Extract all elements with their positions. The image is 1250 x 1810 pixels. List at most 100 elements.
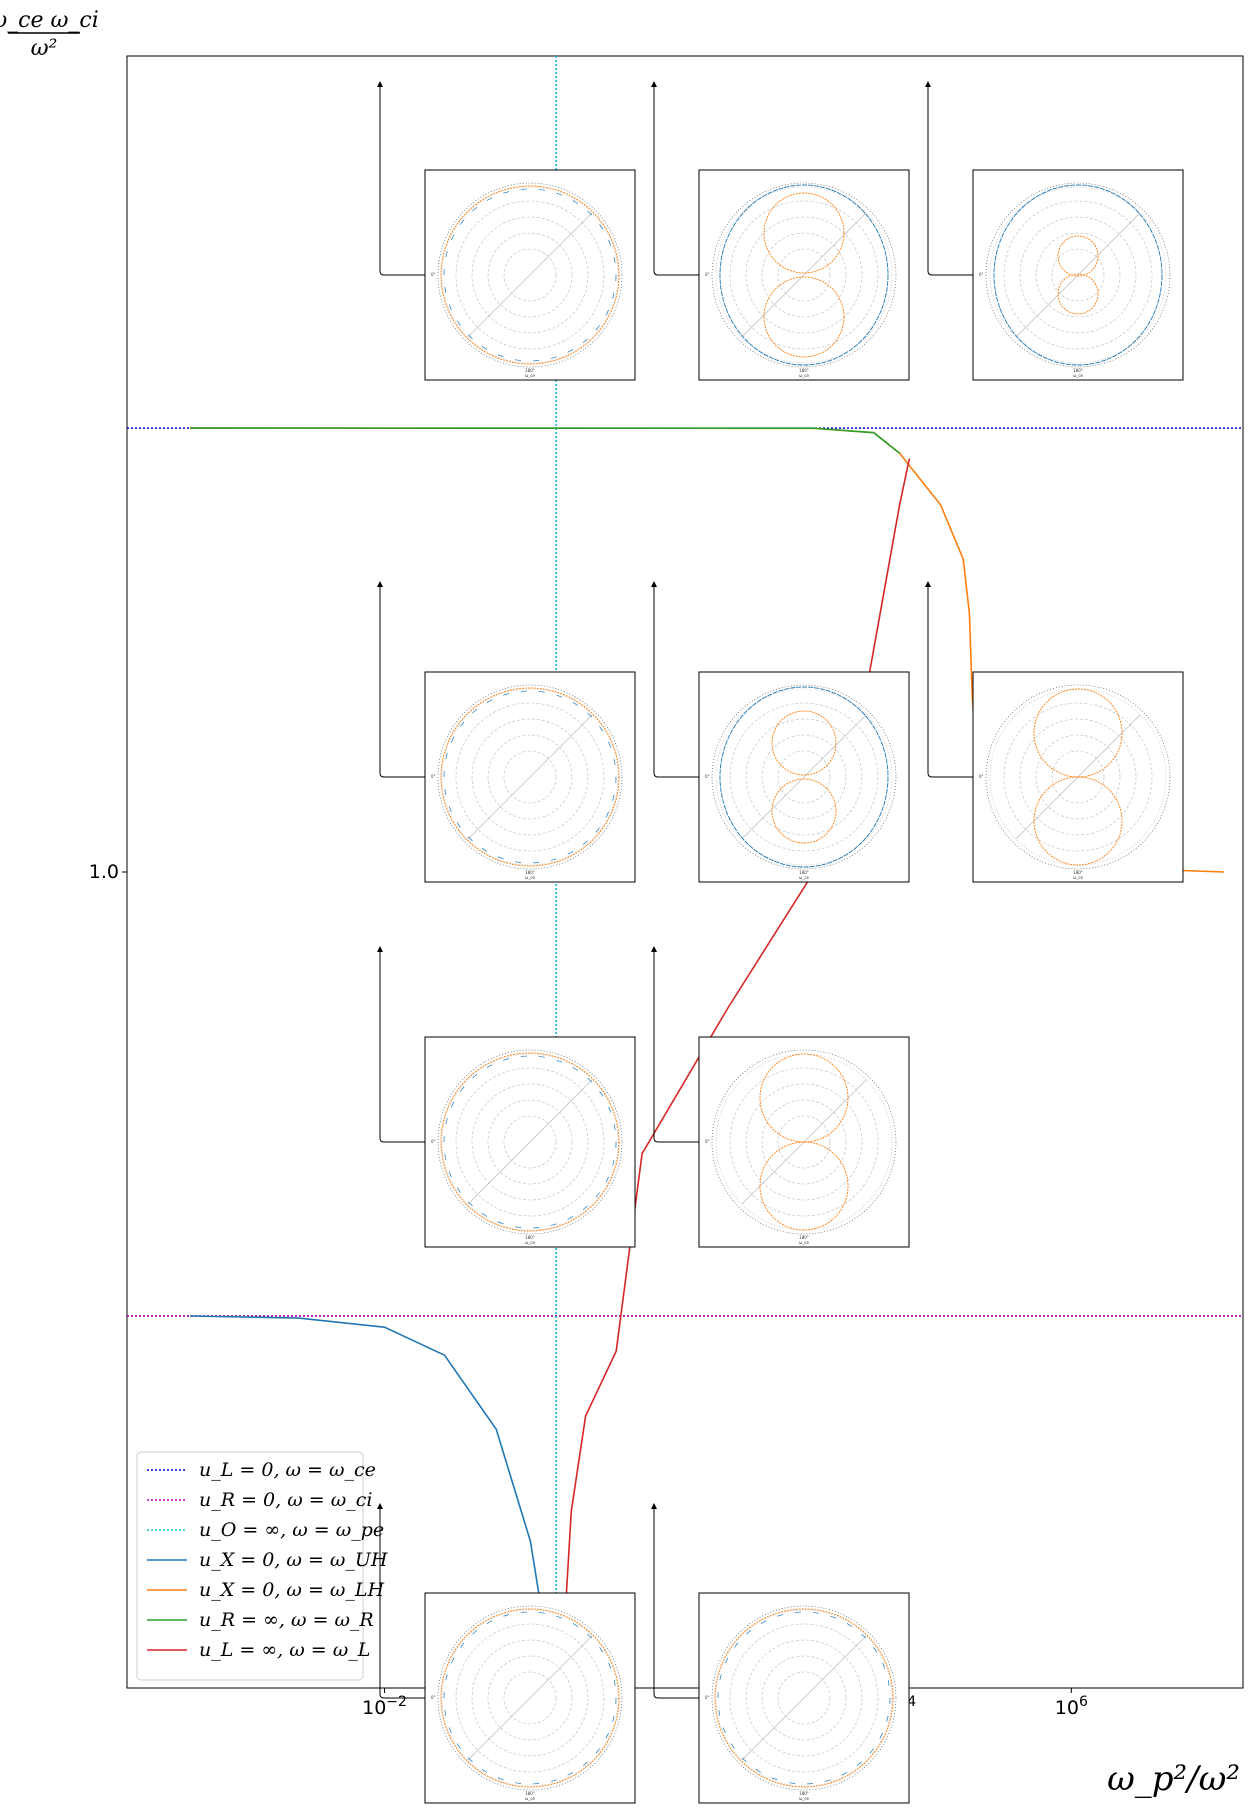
inset-ring xyxy=(729,1623,879,1773)
inset-angle-left: 0° xyxy=(431,774,436,779)
inset-ring xyxy=(503,248,557,302)
inset-outer-ring xyxy=(437,1049,623,1235)
polar-inset-3-1: 0° 180°ω_ce xyxy=(377,946,636,1248)
series-6 xyxy=(560,458,911,1678)
inset-ring xyxy=(729,702,879,852)
polar-inset-2-3: 0° 180°ω_ce xyxy=(925,581,1184,883)
inset-ring xyxy=(989,186,1167,364)
inset-angle-bottom: 180° xyxy=(525,1791,535,1796)
inset-spoke xyxy=(741,1635,867,1761)
inset-curve-b xyxy=(443,1055,617,1229)
inset-ring xyxy=(503,750,557,804)
inset-outer-ring xyxy=(985,182,1171,368)
inset-connector xyxy=(925,581,973,778)
inset-sub: ω_ce xyxy=(799,1240,810,1245)
inset-sub: ω_ce xyxy=(525,373,536,378)
inset-spoke xyxy=(741,212,867,338)
inset-ring xyxy=(471,718,589,836)
inset-curve-blue xyxy=(719,184,889,366)
inset-connector xyxy=(651,581,699,778)
inset-ring xyxy=(455,200,605,350)
inset-ring xyxy=(487,1655,573,1741)
polar-insets: 0°180°ω_ce0°180°ω_ce0°180°ω_ce0°180°ω_ce… xyxy=(377,81,1184,1804)
inset-curve-a xyxy=(714,1608,894,1788)
inset-curve-blue xyxy=(993,184,1163,366)
legend-box xyxy=(136,1451,364,1681)
legend-label-6: u_L = ∞, ω = ω_L xyxy=(199,1639,370,1661)
inset-angle-bottom: 180° xyxy=(799,368,809,373)
inset-ring xyxy=(745,1083,863,1201)
inset-ring xyxy=(729,1067,879,1217)
inset-angle-left: 0° xyxy=(431,1139,436,1144)
inset-curve-a xyxy=(440,1052,620,1232)
inset-connector xyxy=(377,1503,425,1699)
y-tick-label-0: 1.0 xyxy=(89,861,119,883)
inset-ring xyxy=(455,1067,605,1217)
inset-lobe-bottom xyxy=(1033,776,1123,866)
polar-inset-4-2: 0° 180°ω_ce xyxy=(651,1503,910,1804)
inset-sub: ω_ce xyxy=(799,1796,810,1801)
inset-ring xyxy=(715,688,893,866)
inset-ring xyxy=(1051,750,1105,804)
inset-ring xyxy=(715,1609,893,1787)
inset-angle-left: 0° xyxy=(431,1695,436,1700)
polar-inset-4-1: 0° 180°ω_ce xyxy=(377,1503,636,1804)
inset-ring xyxy=(745,216,863,334)
inset-spoke xyxy=(741,714,867,840)
inset-lobe-top xyxy=(771,710,837,776)
polar-inset-1-2: 0° 180°ω_ce xyxy=(651,81,910,381)
series-5 xyxy=(189,427,901,454)
polar-inset-1-3: 0° 180°ω_ce xyxy=(925,81,1184,381)
y-label-numerator: ω_ce ω_ci xyxy=(0,8,99,33)
x-tick-label-2: 106 xyxy=(1055,1694,1088,1719)
y-axis-label: ω_ce ω_ci ω² xyxy=(0,8,99,61)
inset-ring xyxy=(487,232,573,318)
inset-spoke xyxy=(467,714,593,840)
legend-label-5: u_R = ∞, ω = ω_R xyxy=(199,1609,374,1631)
y-label-denominator: ω² xyxy=(31,36,58,61)
inset-sub: ω_ce xyxy=(525,1240,536,1245)
inset-ring xyxy=(777,248,831,302)
inset-angle-bottom: 180° xyxy=(799,870,809,875)
inset-connector xyxy=(651,1503,699,1699)
legend-label-2: u_O = ∞, ω = ω_pe xyxy=(199,1519,384,1541)
legend-label-0: u_L = 0, ω = ω_ce xyxy=(199,1459,376,1481)
inset-curve-b xyxy=(717,1611,891,1785)
inset-spoke xyxy=(467,212,593,338)
inset-spoke xyxy=(467,1635,593,1761)
inset-connector xyxy=(925,81,973,276)
inset-ring xyxy=(761,232,847,318)
inset-ring xyxy=(729,200,879,350)
inset-ring xyxy=(1035,734,1121,820)
inset-ring xyxy=(1051,248,1105,302)
inset-ring xyxy=(441,688,619,866)
inset-ring xyxy=(745,1639,863,1757)
inset-outer-ring xyxy=(711,684,897,870)
inset-ring xyxy=(745,718,863,836)
inset-outer-ring xyxy=(437,1605,623,1791)
inset-sub: ω_ce xyxy=(1073,373,1084,378)
inset-angle-left: 0° xyxy=(705,272,710,277)
inset-angle-bottom: 180° xyxy=(525,368,535,373)
inset-ring xyxy=(441,1609,619,1787)
inset-ring xyxy=(441,186,619,364)
inset-angle-left: 0° xyxy=(705,1139,710,1144)
series-3 xyxy=(189,1315,554,1678)
inset-ring xyxy=(487,734,573,820)
inset-angle-left: 0° xyxy=(705,774,710,779)
inset-ring xyxy=(503,1115,557,1169)
inset-ring xyxy=(761,1099,847,1185)
inset-angle-bottom: 180° xyxy=(525,870,535,875)
inset-spoke xyxy=(1015,212,1141,338)
inset-curve-b xyxy=(443,690,617,864)
inset-spoke xyxy=(467,1079,593,1205)
inset-ring xyxy=(777,1115,831,1169)
inset-outer-ring xyxy=(711,182,897,368)
inset-ring xyxy=(441,1053,619,1231)
inset-ring xyxy=(1003,702,1153,852)
inset-outer-ring xyxy=(437,182,623,368)
inset-ring xyxy=(503,1671,557,1725)
inset-angle-bottom: 180° xyxy=(799,1791,809,1796)
legend-label-4: u_X = 0, ω = ω_LH xyxy=(199,1579,385,1601)
inset-outer-ring xyxy=(437,684,623,870)
